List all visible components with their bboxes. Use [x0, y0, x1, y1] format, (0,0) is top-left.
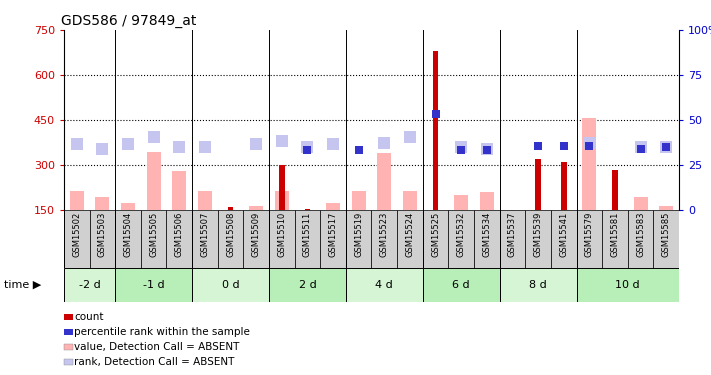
Bar: [561, 162, 567, 210]
Bar: [166, 210, 192, 268]
Bar: [346, 268, 423, 302]
Text: GSM15510: GSM15510: [277, 212, 287, 257]
Bar: [249, 206, 263, 210]
Text: 4 d: 4 d: [375, 280, 393, 290]
Bar: [304, 209, 310, 210]
Text: GSM15581: GSM15581: [611, 212, 619, 257]
Bar: [500, 268, 577, 302]
Bar: [551, 210, 577, 268]
Bar: [653, 210, 679, 268]
Text: GSM15509: GSM15509: [252, 212, 261, 257]
Text: GSM15504: GSM15504: [124, 212, 132, 257]
Bar: [269, 268, 346, 302]
Bar: [228, 207, 233, 210]
Text: GSM15537: GSM15537: [508, 212, 517, 257]
Bar: [612, 170, 618, 210]
Bar: [634, 196, 648, 210]
Text: percentile rank within the sample: percentile rank within the sample: [74, 327, 250, 337]
Text: GSM15525: GSM15525: [431, 212, 440, 257]
Bar: [577, 268, 679, 302]
Text: GSM15541: GSM15541: [559, 212, 568, 257]
Text: GSM15583: GSM15583: [636, 212, 645, 257]
Bar: [659, 206, 673, 210]
Bar: [218, 210, 243, 268]
Bar: [279, 165, 284, 210]
Bar: [474, 210, 500, 268]
Bar: [525, 210, 551, 268]
Bar: [198, 190, 212, 210]
Bar: [294, 210, 320, 268]
Bar: [378, 153, 391, 210]
Text: GSM15532: GSM15532: [456, 212, 466, 257]
Bar: [70, 190, 84, 210]
Text: value, Detection Call = ABSENT: value, Detection Call = ABSENT: [74, 342, 240, 352]
Bar: [582, 118, 597, 210]
Bar: [397, 210, 423, 268]
Bar: [115, 268, 192, 302]
Bar: [403, 190, 417, 210]
Bar: [274, 190, 289, 210]
Text: GSM15523: GSM15523: [380, 212, 389, 257]
Text: GSM15507: GSM15507: [201, 212, 210, 257]
Bar: [64, 210, 90, 268]
Bar: [115, 210, 141, 268]
Text: GSM15508: GSM15508: [226, 212, 235, 257]
Bar: [577, 210, 602, 268]
Bar: [535, 159, 541, 210]
Bar: [423, 210, 449, 268]
Text: rank, Detection Call = ABSENT: rank, Detection Call = ABSENT: [74, 357, 235, 367]
Text: GSM15517: GSM15517: [328, 212, 338, 257]
Text: GSM15524: GSM15524: [405, 212, 415, 257]
Bar: [320, 210, 346, 268]
Bar: [449, 210, 474, 268]
Text: time ▶: time ▶: [4, 280, 41, 290]
Bar: [90, 210, 115, 268]
Bar: [146, 152, 161, 210]
Text: GSM15585: GSM15585: [662, 212, 670, 257]
Text: count: count: [74, 312, 104, 322]
Bar: [269, 210, 294, 268]
Text: GSM15505: GSM15505: [149, 212, 158, 257]
Bar: [192, 268, 269, 302]
Text: -2 d: -2 d: [79, 280, 100, 290]
Text: -1 d: -1 d: [143, 280, 164, 290]
Bar: [172, 171, 186, 210]
Text: GSM15503: GSM15503: [98, 212, 107, 257]
Text: 10 d: 10 d: [616, 280, 640, 290]
Text: GSM15579: GSM15579: [585, 212, 594, 257]
Bar: [121, 202, 135, 210]
Bar: [141, 210, 166, 268]
Bar: [326, 202, 340, 210]
Text: 0 d: 0 d: [222, 280, 240, 290]
Bar: [500, 210, 525, 268]
Bar: [346, 210, 371, 268]
Text: 6 d: 6 d: [452, 280, 470, 290]
Text: GSM15511: GSM15511: [303, 212, 312, 257]
Bar: [371, 210, 397, 268]
Bar: [243, 210, 269, 268]
Text: GSM15519: GSM15519: [354, 212, 363, 257]
Bar: [423, 268, 500, 302]
Bar: [95, 196, 109, 210]
Bar: [352, 190, 365, 210]
Text: 2 d: 2 d: [299, 280, 316, 290]
Bar: [454, 195, 469, 210]
Text: GSM15539: GSM15539: [533, 212, 542, 257]
Bar: [433, 51, 439, 210]
Bar: [64, 268, 115, 302]
Bar: [628, 210, 653, 268]
Text: 8 d: 8 d: [529, 280, 547, 290]
Bar: [602, 210, 628, 268]
Bar: [480, 192, 494, 210]
Text: GSM15534: GSM15534: [482, 212, 491, 257]
Text: GSM15502: GSM15502: [73, 212, 81, 257]
Text: GSM15506: GSM15506: [175, 212, 184, 257]
Text: GDS586 / 97849_at: GDS586 / 97849_at: [61, 13, 196, 28]
Bar: [192, 210, 218, 268]
